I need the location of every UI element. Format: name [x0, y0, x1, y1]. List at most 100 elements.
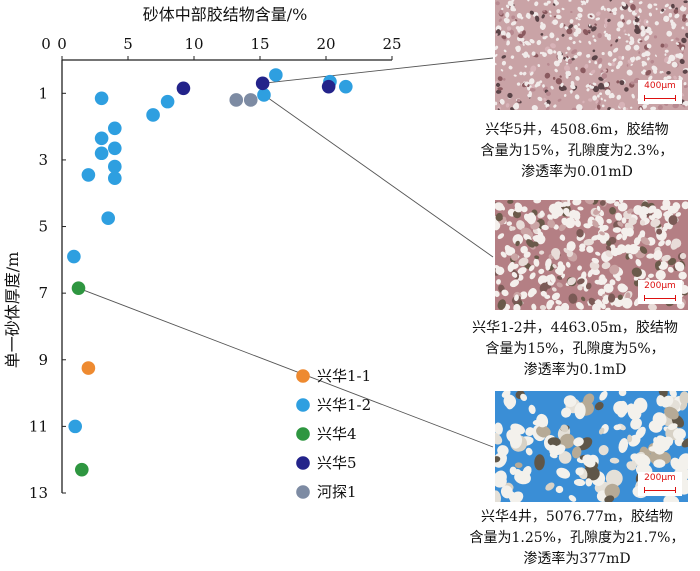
data-point [321, 79, 336, 94]
grain [639, 107, 643, 110]
grain [567, 277, 576, 286]
grain [507, 261, 515, 272]
grain [612, 58, 617, 62]
grain [638, 51, 641, 54]
grain [563, 207, 570, 215]
grain [546, 0, 551, 4]
grain [575, 66, 578, 71]
grain [526, 239, 535, 248]
grain [618, 438, 629, 453]
grain [617, 221, 624, 227]
grain [597, 32, 602, 39]
grain [644, 26, 648, 30]
grain [559, 22, 564, 29]
grain [609, 264, 620, 275]
grain [617, 244, 627, 254]
grain [658, 391, 668, 398]
grain [499, 98, 505, 105]
grain [616, 233, 623, 241]
grain [670, 457, 683, 471]
grain [599, 200, 606, 206]
data-point [81, 361, 96, 375]
data-point [243, 93, 258, 107]
grain [664, 53, 667, 56]
grain [522, 465, 532, 478]
grain [663, 56, 669, 63]
grain [610, 69, 614, 72]
grain [556, 9, 561, 14]
grain [668, 215, 678, 226]
grain [505, 11, 510, 18]
grain [507, 200, 514, 204]
grain [579, 243, 586, 250]
grain [588, 220, 593, 226]
grain [530, 65, 537, 73]
grain [500, 485, 513, 499]
grain [501, 35, 507, 40]
grain [577, 284, 583, 291]
scale-bar: 200μm [638, 472, 682, 496]
grain [652, 412, 667, 427]
caption-line: 含量为15%，孔隙度为2.3%， [480, 143, 674, 159]
grain [529, 85, 532, 88]
grain [655, 7, 658, 11]
grain [511, 263, 519, 270]
grain [664, 406, 679, 420]
grain [607, 18, 611, 23]
x-axis-title: 砂体中部胶结物含量/% [143, 5, 308, 24]
grain [498, 18, 502, 22]
grain [647, 205, 656, 214]
grain [605, 245, 612, 252]
grain [575, 16, 579, 20]
grain [598, 445, 609, 456]
grain [599, 92, 603, 96]
x-tick-label: 10 [184, 35, 203, 53]
grain [609, 0, 613, 2]
grain [613, 424, 622, 431]
grain [536, 415, 548, 428]
grain [501, 60, 507, 66]
grain [574, 94, 580, 100]
grain [507, 92, 513, 99]
grain [674, 13, 680, 19]
grain [528, 265, 535, 272]
grain [554, 1, 560, 6]
grain [661, 395, 674, 408]
grain [504, 20, 508, 24]
grain [545, 103, 550, 108]
caption-line: 兴华5井，4508.6m，胶结物 [485, 122, 669, 138]
grain [608, 293, 616, 303]
grain [527, 93, 532, 98]
grain [641, 52, 647, 58]
data-point [75, 462, 89, 477]
grain [505, 32, 511, 39]
grain [506, 26, 512, 31]
grain [509, 466, 517, 475]
grain [568, 0, 572, 2]
grain [527, 84, 530, 88]
grain [683, 7, 687, 11]
grain [498, 9, 504, 16]
data-point [101, 211, 115, 226]
grain [510, 107, 515, 110]
grain [604, 483, 620, 499]
grain [675, 212, 682, 217]
grain [514, 468, 523, 481]
grain [640, 25, 645, 31]
x-tick-label: 5 [123, 35, 133, 53]
grain [601, 104, 605, 108]
grain [585, 282, 592, 290]
grain [593, 38, 597, 42]
grain [497, 108, 500, 110]
grain [634, 17, 640, 23]
grain [678, 271, 687, 280]
grain [612, 227, 622, 233]
grain [637, 15, 640, 19]
micrograph-1-caption: 兴华5井，4508.6m，胶结物 含量为15%，孔隙度为2.3%， 渗透率为0.… [462, 120, 692, 183]
grain [570, 11, 573, 14]
grain [583, 238, 594, 246]
grain [600, 303, 606, 310]
grain [547, 62, 550, 66]
grain [553, 104, 557, 108]
